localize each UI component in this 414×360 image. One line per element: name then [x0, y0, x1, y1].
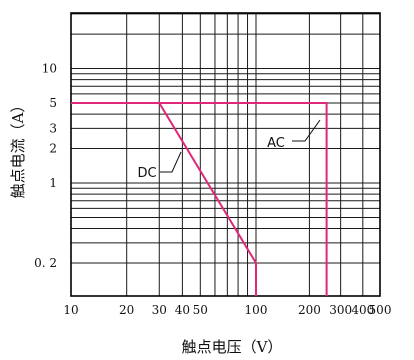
x-tick-label: 400 [351, 303, 374, 317]
y-tick-label: 2 [49, 142, 57, 156]
x-tick-label: 500 [369, 303, 392, 317]
x-tick-label: 300 [329, 303, 352, 317]
y-tick-label: 3 [49, 121, 57, 135]
y-axis-label: 触点电流（A） [9, 98, 27, 199]
y-tick-label: 10 [42, 62, 57, 76]
y-tick-label: 1 [49, 176, 57, 190]
series-lines [71, 102, 328, 296]
y-tick-labels: 0. 2 1 2 3 5 10 [34, 62, 57, 270]
ac-label: AC [267, 136, 285, 151]
y-tick-label: 5 [49, 96, 57, 110]
x-tick-label: 20 [119, 303, 134, 317]
x-tick-label: 10 [63, 303, 78, 317]
x-tick-label: 40 [175, 303, 190, 317]
dc-label: DC [137, 166, 156, 181]
series-line-dc [71, 102, 257, 296]
x-axis-label: 触点电压（V） [182, 338, 283, 356]
annotations: DC AC [137, 119, 321, 181]
ac-leader-line [292, 119, 321, 142]
plot-border [70, 12, 381, 297]
grid [70, 13, 381, 296]
y-tick-label: 0. 2 [34, 256, 57, 270]
series-line-ac [71, 102, 328, 296]
x-tick-label: 30 [152, 303, 167, 317]
x-tick-label: 100 [245, 303, 268, 317]
x-tick-label: 200 [298, 303, 321, 317]
dc-leader-line [160, 151, 182, 173]
plot-frame [70, 12, 381, 297]
x-tick-label: 50 [193, 303, 208, 317]
